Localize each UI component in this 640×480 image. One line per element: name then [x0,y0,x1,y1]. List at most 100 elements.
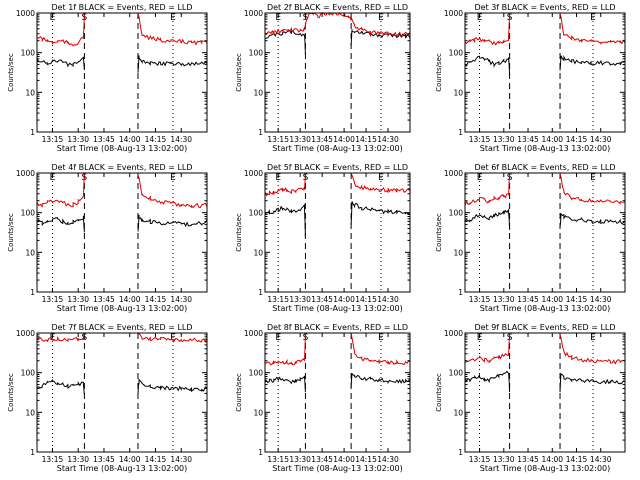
chart-panel-9: Det 9f BLACK = Events, RED = LLD Counts/s… [435,323,626,473]
x-tick-label: 13:15 [469,135,491,144]
y-tick-label: 1000 [244,169,263,178]
y-tick-label: 10 [25,248,35,257]
y-tick-label: 100 [449,49,464,58]
marker-label: E [50,333,56,343]
x-tick-label: 14:00 [333,135,355,144]
y-tick-label: 1 [258,128,263,137]
marker-label: E [378,13,384,23]
marker-label: E [378,333,384,343]
series-line-lld [36,12,208,47]
marker-label: E [477,13,483,23]
x-tick-label: 13:30 [67,135,89,144]
x-tick-label: 14:00 [119,455,141,464]
y-tick-label: 100 [21,369,36,378]
y-tick-label: 10 [453,88,463,97]
plot-frame [264,172,411,293]
x-axis-label: Start Time (08-Aug-13 13:02:00) [57,304,188,313]
series-line-events [36,55,208,73]
series-line-events [36,214,208,233]
x-tick-label: 13:45 [93,295,115,304]
x-tick-label: 14:00 [119,135,141,144]
y-tick-label: 1 [258,448,263,457]
series-line-events [264,373,411,393]
y-tick-label: 1000 [244,9,263,18]
plot-frame [36,12,208,133]
x-tick-label: 13:45 [311,455,333,464]
series-line-lld [36,332,208,343]
x-tick-label: 13:15 [267,455,289,464]
x-tick-label: 14:30 [170,455,192,464]
marker-label: E [275,13,281,23]
x-tick-label: 14:15 [145,135,167,144]
marker-label: E [170,333,176,343]
series-line-events [464,208,626,230]
chart-panel-8: Det 8f BLACK = Events, RED = LLD Counts/s… [235,323,411,473]
x-tick-label: 14:30 [170,135,192,144]
x-tick-label: 14:30 [590,295,612,304]
chart-title: Det 5f BLACK = Events, RED = LLD [267,163,408,172]
y-tick-label: 1 [30,288,35,297]
series-line-events [464,370,626,393]
x-tick-label: 14:15 [145,295,167,304]
x-tick-label: 13:15 [469,455,491,464]
y-axis-label: Counts/sec [235,53,243,92]
y-tick-label: 1000 [444,9,463,18]
y-tick-label: 1000 [16,169,35,178]
y-tick-label: 100 [249,209,264,218]
x-axis-label: Start Time (08-Aug-13 13:02:00) [57,464,188,473]
y-tick-label: 10 [253,408,263,417]
x-tick-label: 13:15 [267,135,289,144]
y-tick-label: 1 [30,448,35,457]
x-tick-label: 14:00 [119,295,141,304]
x-axis-label: Start Time (08-Aug-13 13:02:00) [480,304,611,313]
marker-label: E [170,173,176,183]
x-tick-label: 14:00 [333,455,355,464]
y-tick-label: 10 [253,88,263,97]
x-tick-label: 13:15 [42,455,64,464]
y-axis-label: Counts/sec [7,373,15,412]
y-tick-label: 1 [458,288,463,297]
chart-title: Det 6f BLACK = Events, RED = LLD [474,163,615,172]
y-axis-label: Counts/sec [435,53,443,92]
plot-frame [464,12,626,133]
plot-frame [464,172,626,293]
y-tick-label: 10 [253,248,263,257]
y-tick-label: 10 [453,408,463,417]
series-line-lld [264,11,411,38]
marker-label: E [275,173,281,183]
x-tick-label: 14:00 [333,295,355,304]
x-tick-label: 14:15 [566,455,588,464]
y-tick-label: 1000 [444,169,463,178]
y-tick-label: 10 [25,88,35,97]
plot-frame [36,172,208,293]
x-tick-label: 14:15 [566,135,588,144]
y-tick-label: 1 [458,128,463,137]
chart-title: Det 2f BLACK = Events, RED = LLD [267,3,408,12]
x-tick-label: 14:00 [541,135,563,144]
y-tick-label: 1000 [16,9,35,18]
x-tick-label: 13:45 [93,455,115,464]
y-tick-label: 1000 [244,329,263,338]
y-tick-label: 1000 [16,329,35,338]
chart-title: Det 7f BLACK = Events, RED = LLD [51,323,192,332]
y-tick-label: 1 [458,448,463,457]
x-tick-label: 13:30 [493,135,515,144]
x-tick-label: 13:45 [517,135,539,144]
marker-label: S [82,333,88,343]
plot-frame [264,12,411,133]
series-line-events [465,55,626,76]
y-tick-label: 100 [249,369,264,378]
x-tick-label: 13:15 [267,295,289,304]
chart-panel-3: Det 3f BLACK = Events, RED = LLD Counts/s… [435,3,626,153]
chart-panel-2: Det 2f BLACK = Events, RED = LLD Counts/s… [235,3,411,153]
x-tick-label: 13:45 [311,135,333,144]
x-tick-label: 13:45 [517,455,539,464]
x-tick-label: 13:30 [67,455,89,464]
x-tick-label: 14:30 [590,135,612,144]
plot-frame [464,332,626,453]
marker-label: E [477,173,483,183]
y-axis-label: Counts/sec [435,373,443,412]
x-tick-label: 14:00 [541,295,563,304]
x-tick-label: 14:15 [566,295,588,304]
